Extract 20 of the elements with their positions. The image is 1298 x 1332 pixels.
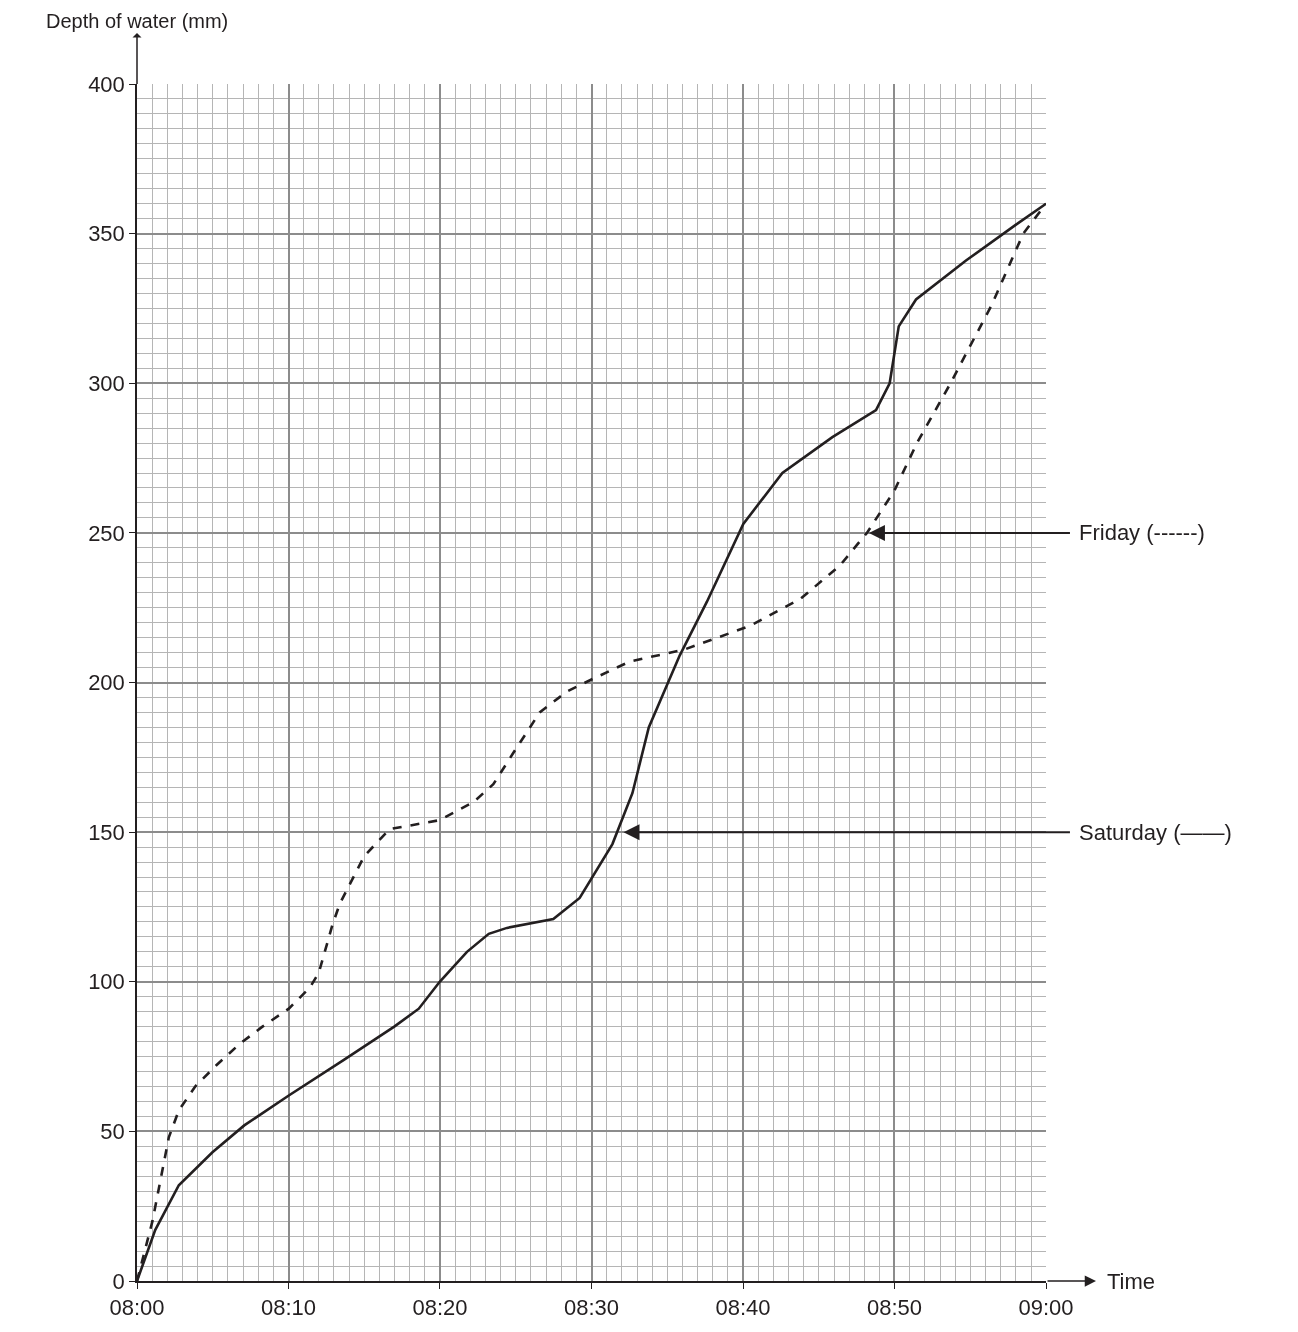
x-tick-label: 08:50 xyxy=(866,1295,922,1321)
y-tick-label: 50 xyxy=(100,1119,125,1145)
y-axis-title: Depth of water (mm) xyxy=(46,10,229,32)
y-tick-label: 400 xyxy=(88,71,125,97)
x-tick-label: 08:30 xyxy=(563,1295,620,1321)
y-tick-label: 0 xyxy=(112,1268,125,1294)
x-tick-label: 08:00 xyxy=(109,1295,165,1321)
y-tick-label: 100 xyxy=(88,969,125,995)
x-tick-label: 08:10 xyxy=(261,1295,317,1321)
annotation: Friday (------) xyxy=(1079,520,1205,545)
y-tick-label: 150 xyxy=(88,819,125,845)
y-tick-label: 300 xyxy=(88,370,125,396)
x-tick-label: 08:40 xyxy=(715,1295,771,1321)
x-tick-label: 08:20 xyxy=(412,1295,468,1321)
x-axis-title: Time xyxy=(1107,1269,1156,1294)
y-tick-label: 350 xyxy=(88,221,125,247)
annotation: Saturday (——) xyxy=(1079,820,1232,845)
x-tick-label: 09:00 xyxy=(1018,1295,1074,1321)
y-tick-label: 250 xyxy=(88,520,125,546)
y-tick-label: 200 xyxy=(88,670,125,696)
